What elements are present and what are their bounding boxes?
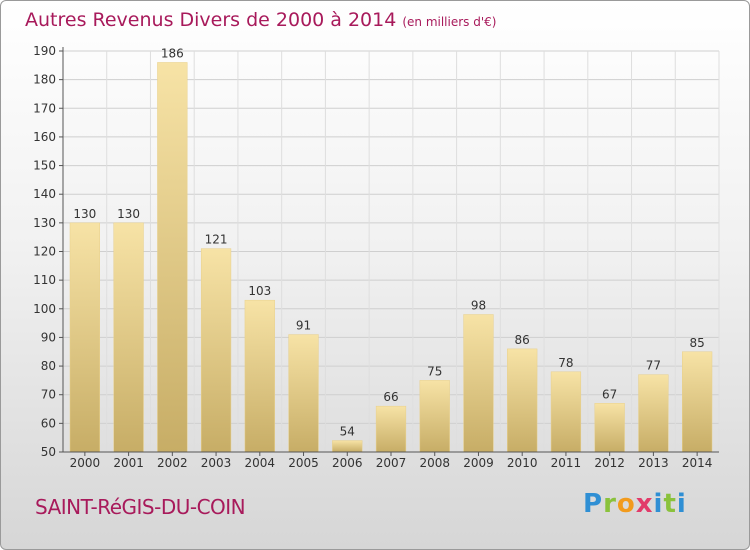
y-tick-label: 70	[41, 388, 56, 402]
bar-2007	[375, 405, 407, 453]
bar-2014	[682, 351, 713, 453]
bar-2012	[594, 403, 625, 453]
y-tick-label: 100	[33, 302, 56, 316]
value-label-2010: 86	[515, 333, 530, 347]
value-label-2013: 77	[646, 359, 661, 373]
y-tick-label: 120	[33, 245, 56, 259]
labels: 50 60 70 80 90 100 110 120 130 140 150 160 170 180 190…	[33, 44, 712, 470]
value-label-2007: 66	[383, 390, 398, 404]
y-tick-label: 170	[33, 101, 56, 115]
y-tick-label: 130	[33, 216, 56, 230]
bar-2010	[507, 348, 538, 453]
value-label-2008: 75	[427, 364, 442, 378]
value-label-2000: 130	[73, 207, 96, 221]
x-tick-label-2004: 2004	[245, 456, 276, 470]
bar-2013	[638, 374, 669, 453]
bar-2005	[288, 334, 319, 453]
y-tick-label: 190	[33, 44, 56, 58]
x-tick-label-2000: 2000	[70, 456, 101, 470]
bar-2003	[200, 248, 232, 453]
x-tick-label-2012: 2012	[594, 456, 625, 470]
bar-2001	[113, 222, 144, 453]
value-label-2005: 91	[296, 319, 311, 333]
axes	[59, 47, 719, 456]
chart-title-text: Autres Revenus Divers de 2000 à 2014	[25, 9, 397, 31]
value-label-2001: 130	[117, 207, 140, 221]
y-tick-label: 110	[33, 273, 56, 287]
y-tick-label: 90	[41, 330, 56, 344]
bar-2002	[157, 62, 188, 453]
x-tick-label-2006: 2006	[332, 456, 363, 470]
value-label-2006: 54	[340, 425, 355, 439]
x-tick-label-2010: 2010	[507, 456, 538, 470]
y-tick-label: 80	[41, 359, 56, 373]
y-tick-label: 140	[33, 187, 56, 201]
x-tick-label-2003: 2003	[201, 456, 232, 470]
x-tick-label-2001: 2001	[113, 456, 144, 470]
x-tick-label-2013: 2013	[638, 456, 669, 470]
value-label-2011: 78	[558, 356, 573, 370]
bar-2004	[244, 299, 275, 453]
value-label-2002: 186	[161, 46, 184, 60]
x-tick-label-2007: 2007	[376, 456, 407, 470]
proxiti-logo: Proxiti	[583, 489, 687, 519]
value-label-2003: 121	[205, 233, 228, 247]
bar-2008	[419, 380, 450, 453]
bar-2009	[463, 314, 494, 453]
y-tick-label: 180	[33, 73, 56, 87]
bar-2000	[69, 222, 100, 453]
value-label-2009: 98	[471, 299, 486, 313]
x-tick-label-2014: 2014	[682, 456, 713, 470]
value-label-2014: 85	[689, 336, 704, 350]
x-tick-label-2009: 2009	[463, 456, 494, 470]
y-tick-label: 60	[41, 416, 56, 430]
chart-title: Autres Revenus Divers de 2000 à 2014 (en …	[25, 9, 496, 31]
town-name: SAINT-RéGIS-DU-COIN	[35, 495, 246, 519]
chart-unit: (en milliers d'€)	[402, 15, 497, 29]
x-tick-label-2002: 2002	[157, 456, 188, 470]
x-tick-label-2011: 2011	[551, 456, 582, 470]
bar-2011	[550, 371, 582, 453]
y-tick-label: 150	[33, 159, 56, 173]
value-label-2012: 67	[602, 387, 617, 401]
value-label-2004: 103	[248, 284, 271, 298]
x-tick-label-2008: 2008	[419, 456, 450, 470]
y-tick-label: 50	[41, 445, 56, 459]
bar-2006	[332, 440, 363, 453]
x-tick-label-2005: 2005	[288, 456, 319, 470]
bars	[69, 62, 713, 453]
y-tick-label: 160	[33, 130, 56, 144]
